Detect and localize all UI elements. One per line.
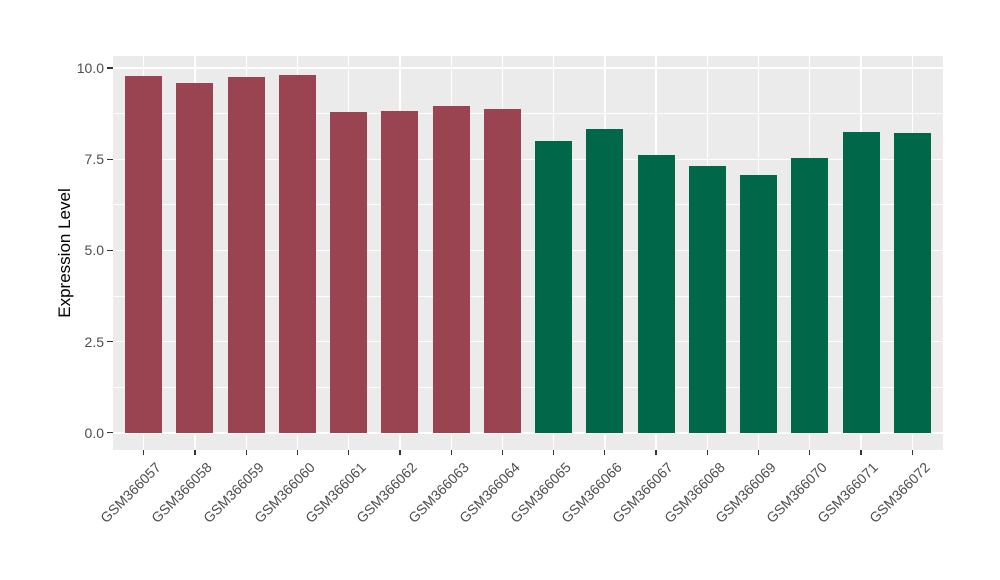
x-tick <box>348 450 350 455</box>
y-tick-label: 0.0 <box>84 424 104 441</box>
x-tick <box>194 450 196 455</box>
y-tick-label: 10.0 <box>76 60 104 77</box>
major-gridline <box>113 67 943 69</box>
major-gridline <box>113 158 943 160</box>
minor-gridline <box>113 113 943 115</box>
major-gridline <box>113 432 943 434</box>
y-tick <box>107 67 113 69</box>
x-tick <box>553 450 555 455</box>
x-tick <box>399 450 401 455</box>
bar-GSM366072 <box>893 132 931 433</box>
x-tick <box>296 450 299 455</box>
bar-GSM366063 <box>432 105 470 433</box>
y-tick <box>107 249 113 252</box>
minor-gridline <box>113 386 943 388</box>
bar-GSM366058 <box>176 82 214 433</box>
bar-GSM366061 <box>330 111 368 433</box>
y-tick <box>107 158 113 160</box>
bar-GSM366062 <box>381 110 419 433</box>
bar-GSM366071 <box>842 131 880 433</box>
bar-GSM366066 <box>586 128 624 433</box>
minor-gridline <box>113 295 943 297</box>
x-tick <box>245 450 247 455</box>
x-tick <box>911 450 913 455</box>
minor-gridline <box>113 204 943 206</box>
bar-GSM366057 <box>125 76 163 433</box>
bar-GSM366069 <box>740 175 778 433</box>
y-tick-label: 7.5 <box>84 151 104 168</box>
x-tick <box>143 450 145 455</box>
y-tick <box>107 341 113 343</box>
bar-GSM366059 <box>227 77 265 433</box>
bar-GSM366067 <box>637 154 675 433</box>
plot-panel <box>113 56 943 450</box>
bar-GSM366060 <box>278 74 316 433</box>
x-tick <box>604 450 606 455</box>
y-tick-label: 5.0 <box>84 242 104 259</box>
bar-GSM366065 <box>535 141 573 433</box>
y-axis-title: Expression Level <box>55 188 74 318</box>
bar-GSM366068 <box>688 166 726 433</box>
bar-GSM366070 <box>791 158 829 433</box>
bar-GSM366064 <box>483 108 521 433</box>
x-tick <box>655 450 657 455</box>
x-tick <box>450 450 452 455</box>
major-gridline <box>113 249 943 252</box>
x-tick <box>706 450 708 455</box>
y-tick-label: 2.5 <box>84 333 104 350</box>
x-tick <box>860 450 862 455</box>
x-tick <box>501 450 503 455</box>
x-tick <box>809 450 811 455</box>
y-tick <box>107 432 113 434</box>
x-tick <box>757 450 760 455</box>
major-gridline <box>113 341 943 343</box>
